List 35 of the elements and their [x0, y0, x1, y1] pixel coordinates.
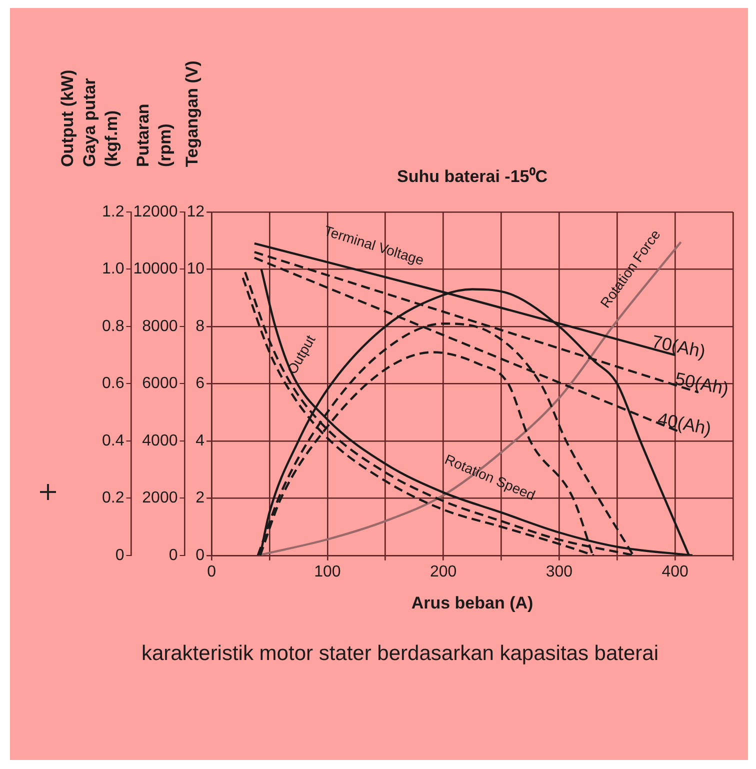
y3-tick-label: 12	[186, 203, 205, 220]
y-tick-label: 0.2	[102, 490, 124, 507]
y-tick-label: 1.2	[102, 203, 124, 220]
y3-tick-label: 4	[196, 432, 205, 450]
y3-tick-label: 2	[196, 490, 205, 507]
y3-tick-label: 0	[196, 546, 205, 564]
y3-tick-label: 6	[196, 375, 205, 392]
y-axis-title: Output (kW) Gaya putar (kgf.m)	[58, 70, 122, 167]
text: karakteristik motor stater berdasarkan kapasitas baterai	[140, 641, 660, 667]
y3-axis-title: Tegangan (V)	[182, 60, 202, 167]
x-axis-title: Arus beban (A)	[411, 593, 534, 612]
y-tick-label: 0.8	[102, 318, 124, 335]
x-tick-label: 0	[207, 563, 216, 580]
y2-tick-label: 4000	[142, 432, 178, 450]
text: 50(Ah)	[673, 368, 730, 399]
text: 40(Ah)	[656, 408, 713, 440]
y3-tick-label: 10	[186, 260, 205, 278]
y2-tick-label: 8000	[142, 318, 178, 335]
y-tick-label: 1.0	[102, 260, 124, 278]
y2-axis-title: Putaran (rpm)	[134, 104, 175, 167]
x-tick-label: 300	[546, 563, 573, 580]
y2-tick-label: 12000	[133, 203, 178, 220]
x-tick-label: 200	[430, 563, 457, 580]
x-tick-label: 100	[314, 563, 341, 580]
y-tick-label: 0.6	[102, 375, 124, 392]
y-tick-label: 0	[115, 546, 124, 564]
y2-tick-label: 0	[168, 546, 178, 564]
y2-tick-label: 6000	[142, 375, 178, 392]
y2-tick-label: 2000	[142, 490, 178, 507]
x-tick-label: 400	[662, 563, 689, 580]
text: 70(Ah)	[650, 331, 708, 362]
chart-title: Suhu baterai -15⁰C	[396, 167, 548, 186]
y-tick-label: 0.4	[102, 432, 124, 450]
y2-tick-label: 10000	[133, 260, 178, 278]
y3-tick-label: 8	[196, 318, 205, 335]
